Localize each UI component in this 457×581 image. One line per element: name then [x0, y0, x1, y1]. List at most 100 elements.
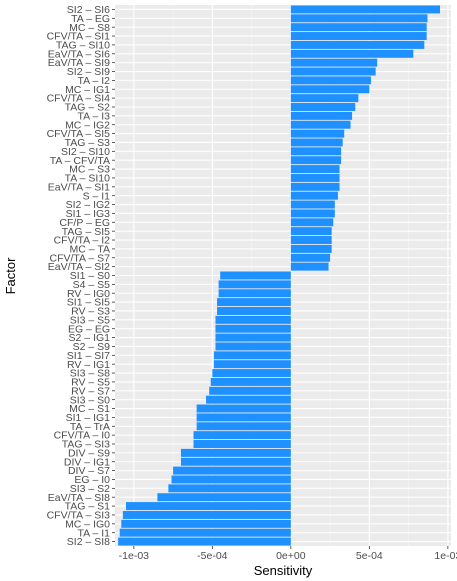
y-axis-title: Factor	[3, 257, 18, 295]
x-tick-label: -5e-04	[197, 550, 228, 562]
y-tick-label: EaV/TA – SI2	[48, 261, 110, 273]
bar	[290, 129, 345, 138]
bar	[217, 306, 291, 315]
x-tick-label: 1e-03	[434, 550, 457, 562]
bar	[290, 40, 425, 49]
y-tick-label: RV – S7	[71, 385, 110, 397]
y-tick-label: EaV/TA – SI6	[48, 48, 110, 60]
bar	[180, 448, 291, 457]
bar	[168, 484, 291, 493]
bar	[121, 519, 291, 528]
y-tick-label: SI3 – S8	[70, 368, 110, 380]
y-tick-label: SI2 – IG2	[66, 199, 111, 211]
y-tick-label: SI1 – S0	[70, 270, 110, 282]
bar	[215, 333, 291, 342]
y-tick-label: TA – SI10	[65, 173, 110, 185]
bar	[213, 351, 291, 360]
y-tick-label: S4 – S5	[73, 279, 111, 291]
y-tick-label: MC – TA	[70, 243, 110, 255]
bar	[213, 360, 291, 369]
y-tick-label: TAG – SI3	[62, 439, 110, 451]
y-tick-label: TA – CFV/TA	[50, 155, 110, 167]
y-tick-label: MC – IG1	[65, 84, 110, 96]
bar	[290, 244, 332, 253]
bar	[290, 49, 414, 58]
bar	[206, 395, 291, 404]
bar	[290, 103, 356, 111]
y-tick-label: SI3 – S5	[70, 314, 110, 326]
y-tick-label: TA – I1	[78, 527, 111, 539]
bar	[290, 147, 342, 156]
bar	[215, 315, 291, 324]
bar	[290, 218, 334, 227]
bar	[217, 298, 291, 307]
y-tick-label: TA – TrA	[70, 421, 110, 433]
bar	[290, 173, 340, 182]
y-tick-label: CFV/TA – I2	[54, 235, 111, 247]
bar	[210, 377, 291, 386]
y-tick-label: TA – EG	[71, 13, 110, 25]
y-tick-label: SI1 – SI7	[67, 350, 110, 362]
bar	[215, 324, 291, 333]
y-tick-label: TAG – S3	[65, 137, 110, 149]
bars	[118, 5, 441, 546]
bar	[220, 271, 291, 280]
bar	[196, 422, 291, 431]
y-tick-label: TAG – S2	[65, 102, 110, 114]
bar	[193, 440, 291, 448]
y-tick-label: SI2 – SI6	[67, 4, 110, 16]
bar	[196, 413, 291, 422]
bar	[290, 32, 427, 41]
bar	[209, 386, 291, 395]
y-tick-label: RV – IG1	[67, 359, 110, 371]
y-tick-label: CFV/TA – SI3	[47, 510, 111, 522]
bar	[290, 227, 332, 236]
x-tick-label: 0e+00	[276, 550, 306, 562]
y-tick-label: EaV/TA – SI8	[48, 492, 110, 504]
x-axis-ticks: -1e-03 -5e-04 0e+00 5e-04 1e-03	[119, 546, 457, 562]
bar	[122, 510, 291, 519]
bar	[290, 23, 427, 32]
bar	[290, 76, 371, 85]
y-tick-label: CFV/TA – SI4	[47, 93, 111, 105]
y-tick-label: EG – EG	[68, 323, 110, 335]
bar	[180, 457, 291, 466]
y-tick-label: SI3 – S2	[70, 483, 110, 495]
y-tick-label: SI2 – SI9	[67, 66, 110, 78]
y-tick-label: RV – S5	[71, 377, 110, 389]
y-tick-label: CFV/TA – I0	[54, 430, 111, 442]
bar	[290, 200, 335, 209]
bar	[290, 209, 335, 218]
bar	[290, 67, 376, 76]
y-tick-label: SI1 – IG3	[66, 208, 111, 220]
y-tick-label: TAG – S1	[65, 501, 110, 513]
y-tick-label: SI2 – SI8	[67, 536, 110, 548]
y-tick-label: SI2 – SI10	[61, 146, 110, 158]
bar	[119, 528, 291, 537]
bar	[173, 466, 291, 475]
y-tick-label: SI1 – IG1	[66, 412, 111, 424]
bar	[290, 58, 378, 67]
bar	[118, 537, 291, 546]
bar	[193, 431, 291, 440]
y-tick-label: TAG – SI5	[62, 226, 110, 238]
bar	[290, 85, 370, 94]
x-tick-label: 5e-04	[356, 550, 383, 562]
bar	[196, 404, 291, 413]
y-tick-label: SI1 – SI5	[67, 297, 110, 309]
y-tick-label: CF/P – EG	[59, 217, 110, 229]
bar	[290, 14, 428, 23]
y-tick-label: RV – S3	[71, 306, 110, 318]
bar	[125, 502, 291, 511]
y-tick-label: CFV/TA – SI1	[47, 31, 111, 43]
y-tick-label: EG – I0	[74, 474, 110, 486]
bar	[290, 165, 340, 174]
bar	[290, 111, 353, 120]
x-tick-label: -1e-03	[119, 550, 150, 562]
bar	[212, 369, 291, 378]
bar	[290, 94, 359, 103]
bar	[290, 253, 331, 262]
y-tick-label: CFV/TA – S7	[50, 252, 111, 264]
bar	[290, 120, 351, 129]
